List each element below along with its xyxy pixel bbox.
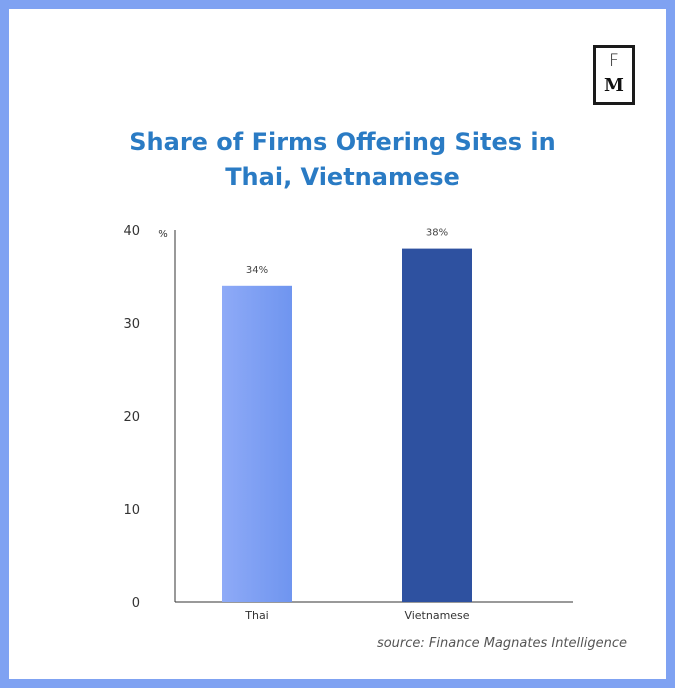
x-tick-label-thai: Thai xyxy=(244,609,269,622)
data-label-vietnamese: 38% xyxy=(426,228,448,239)
bar-vietnamese xyxy=(402,248,472,602)
y-tick-label-1: 10 xyxy=(123,503,140,518)
logo-letter-m: M xyxy=(604,75,624,96)
logo-letter-f: F xyxy=(609,51,619,71)
data-label-thai: 34% xyxy=(246,265,268,276)
x-tick-label-vietnamese: Vietnamese xyxy=(404,609,469,622)
y-tick-label-0: 0 xyxy=(132,596,140,611)
fm-logo: F M xyxy=(593,45,635,105)
y-tick-label-3: 30 xyxy=(123,317,140,332)
source-note: source: Finance Magnates Intelligence xyxy=(376,636,627,651)
y-unit-label: % xyxy=(158,229,168,240)
bar-thai xyxy=(222,285,292,602)
y-tick-label-4: 40 xyxy=(123,224,140,239)
y-tick-label-2: 20 xyxy=(123,410,140,425)
chart-title-line-1: Share of Firms Offering Sites in xyxy=(129,128,556,156)
chart-title-line-2: Thai, Vietnamese xyxy=(225,163,460,191)
